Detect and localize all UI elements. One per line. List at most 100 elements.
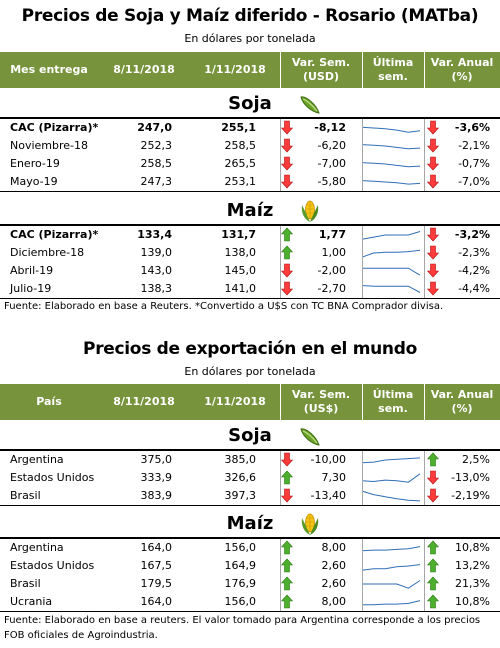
column-divider — [362, 539, 363, 611]
column-divider — [424, 119, 425, 191]
table-row: Argentina 375,0 385,0 -10,00 2,5% — [0, 451, 500, 469]
weekly-change: 2,60 — [321, 577, 347, 590]
price-current: 247,3 — [140, 175, 173, 188]
sparkline — [360, 138, 422, 154]
weekly-change: -5,80 — [317, 175, 346, 188]
price-current: 138,3 — [140, 282, 173, 295]
column-divider — [280, 451, 281, 505]
price-current: 252,3 — [140, 139, 173, 152]
weekly-change: -2,70 — [317, 282, 346, 295]
weekly-change: -6,20 — [317, 139, 346, 152]
row-label: Enero-19 — [10, 157, 60, 170]
arrow-up-icon — [280, 540, 294, 555]
arrow-up-icon — [426, 576, 440, 591]
corn-cob-icon — [301, 513, 319, 535]
weekly-change: 8,00 — [321, 595, 347, 608]
weekly-change: -10,00 — [310, 453, 346, 466]
arrow-down-icon — [426, 245, 440, 260]
annual-change: 13,2% — [455, 559, 490, 572]
arrow-up-icon — [426, 540, 440, 555]
row-label: CAC (Pizarra)* — [10, 121, 99, 134]
column-divider — [362, 451, 363, 505]
table2-footnote: Fuente: Elaborado en base a reuters. El … — [4, 615, 481, 641]
header-cell: Var. Anual (%) — [430, 388, 494, 415]
header-divider — [424, 52, 425, 88]
arrow-down-icon — [280, 174, 294, 189]
section-label: Soja — [228, 93, 272, 114]
row-label: Brasil — [10, 577, 41, 590]
header-cell: 1/11/2018 — [204, 395, 266, 408]
price-previous: 253,1 — [224, 175, 257, 188]
header-cell: 8/11/2018 — [113, 63, 175, 76]
price-previous: 255,1 — [221, 121, 256, 134]
table1-title: Precios de Soja y Maíz diferido - Rosari… — [21, 6, 479, 26]
arrow-up-icon — [426, 452, 440, 467]
row-label: Ucrania — [10, 595, 53, 608]
arrow-down-icon — [280, 156, 294, 171]
price-previous: 176,9 — [224, 577, 257, 590]
price-current: 133,4 — [137, 228, 172, 241]
row-label: Mayo-19 — [10, 175, 58, 188]
arrow-down-icon — [426, 174, 440, 189]
section-label: Maíz — [226, 513, 274, 534]
price-previous: 265,5 — [224, 157, 257, 170]
header-divider — [280, 384, 281, 420]
price-current: 375,0 — [140, 453, 173, 466]
arrow-down-icon — [426, 156, 440, 171]
weekly-change: 8,00 — [321, 541, 347, 554]
table2-soja-section: Soja — [0, 423, 500, 451]
soybean-pod-icon — [300, 428, 320, 446]
weekly-change: -13,40 — [310, 489, 346, 502]
price-previous: 258,5 — [224, 139, 257, 152]
weekly-change: 2,60 — [321, 559, 347, 572]
row-label: Brasil — [10, 489, 41, 502]
price-previous: 156,0 — [224, 595, 257, 608]
table2-subtitle: En dólares por tonelada — [184, 365, 316, 378]
section-label: Soja — [228, 425, 272, 446]
price-previous: 156,0 — [224, 541, 257, 554]
table-row: Mayo-19 247,3 253,1 -5,80 -7,0% — [0, 173, 500, 191]
price-current: 258,5 — [140, 157, 173, 170]
annual-change: 10,8% — [455, 541, 490, 554]
header-cell: 8/11/2018 — [113, 395, 175, 408]
row-label: Estados Unidos — [10, 559, 95, 572]
table-row: Enero-19 258,5 265,5 -7,00 -0,7% — [0, 155, 500, 173]
price-current: 167,5 — [140, 559, 173, 572]
arrow-down-icon — [280, 488, 294, 503]
header-divider — [424, 384, 425, 420]
row-label: Abril-19 — [10, 264, 54, 277]
arrow-down-icon — [426, 488, 440, 503]
table1-soja-section: Soja — [0, 91, 500, 119]
sparkline — [360, 558, 422, 574]
header-divider — [362, 52, 363, 88]
header-cell: Última sem. — [372, 388, 414, 415]
price-previous: 141,0 — [224, 282, 257, 295]
weekly-change: 1,00 — [321, 246, 347, 259]
annual-change: 2,5% — [462, 453, 490, 466]
weekly-change: -2,00 — [317, 264, 346, 277]
arrow-down-icon — [426, 263, 440, 278]
arrow-down-icon — [426, 120, 440, 135]
table-row: Ucrania 164,0 156,0 8,00 10,8% — [0, 593, 500, 611]
row-label: Argentina — [10, 453, 64, 466]
sparkline — [360, 227, 422, 243]
column-divider — [424, 451, 425, 505]
arrow-up-icon — [426, 594, 440, 609]
section-bottom-border — [0, 505, 500, 506]
arrow-down-icon — [426, 227, 440, 242]
weekly-change: -8,12 — [314, 121, 346, 134]
sparkline — [360, 245, 422, 261]
arrow-down-icon — [426, 281, 440, 296]
arrow-down-icon — [426, 470, 440, 485]
price-current: 383,9 — [140, 489, 173, 502]
arrow-up-icon — [280, 227, 294, 242]
price-current: 333,9 — [140, 471, 173, 484]
price-current: 164,0 — [140, 595, 173, 608]
header-cell: Mes entrega — [10, 63, 88, 76]
table1-subtitle: En dólares por tonelada — [184, 32, 316, 45]
row-label: Diciembre-18 — [10, 246, 85, 259]
price-current: 179,5 — [140, 577, 173, 590]
column-divider — [280, 119, 281, 191]
header-divider — [280, 52, 281, 88]
header-cell: 1/11/2018 — [204, 63, 266, 76]
